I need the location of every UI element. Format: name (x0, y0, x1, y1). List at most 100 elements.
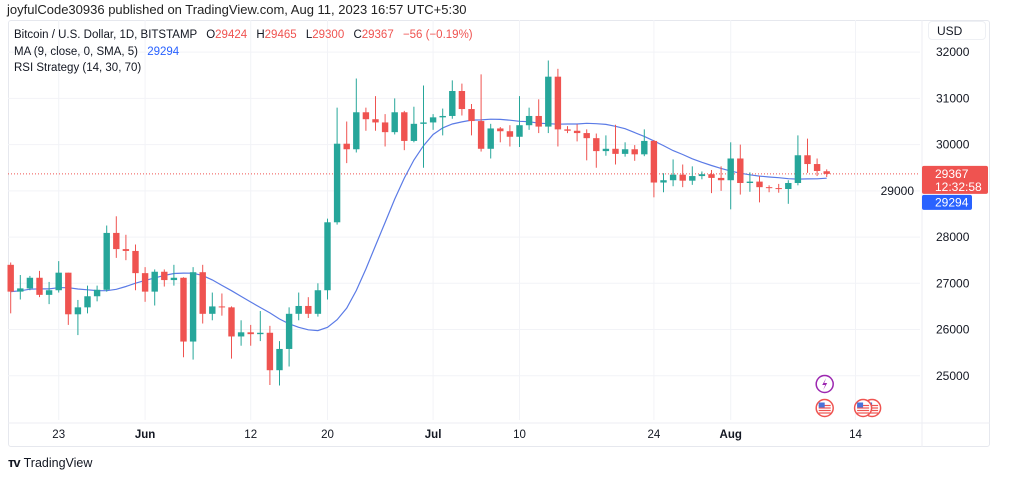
candle-body (804, 155, 811, 165)
candle-body (785, 182, 792, 190)
candle (209, 292, 216, 321)
symbol-title[interactable]: Bitcoin / U.S. Dollar, 1D, BITSTAMP (14, 29, 197, 41)
y-tick-label: 31000 (936, 91, 970, 105)
last-price-tag (922, 165, 988, 194)
candle-body (468, 109, 475, 122)
candle (199, 264, 206, 324)
candle (391, 98, 398, 135)
low-label: L (305, 29, 313, 41)
candle (228, 306, 235, 359)
low-value: 29300 (312, 29, 345, 41)
candle (7, 262, 14, 314)
candle-body (122, 249, 130, 251)
candle-body (189, 272, 197, 342)
candle-body (391, 112, 398, 133)
candle (487, 123, 494, 159)
candle (218, 293, 226, 316)
candle-body (477, 121, 485, 149)
candle (122, 234, 130, 261)
candle-body (765, 187, 773, 189)
candle-body (247, 332, 254, 335)
candle (727, 142, 734, 210)
candle (362, 107, 370, 131)
x-tick-label: 24 (648, 429, 661, 441)
candle-body (36, 277, 43, 295)
y-tick-label: 32000 (936, 45, 970, 59)
candle-body (525, 115, 533, 126)
candle (343, 121, 350, 164)
candle (660, 173, 667, 193)
candle-body (487, 128, 494, 149)
symbol-legend-row: Bitcoin / U.S. Dollar, 1D, BITSTAMP O 294… (14, 27, 473, 44)
candle-body (535, 115, 542, 127)
candle-body (602, 148, 610, 152)
candle-body (74, 307, 82, 315)
candle (93, 285, 101, 302)
x-tick-label: 12 (244, 429, 257, 441)
lightning-icon (815, 374, 834, 394)
candle-body (794, 155, 802, 183)
candle (564, 126, 571, 134)
candle (631, 145, 638, 161)
candle (823, 169, 830, 177)
last-price-value: 29367 (935, 167, 969, 181)
candle (305, 297, 312, 318)
currency-button[interactable]: USD (928, 21, 986, 40)
rsi-legend-row[interactable]: RSI Strategy (14, 30, 70) (14, 60, 473, 77)
flag-canton (818, 402, 825, 408)
candle-body (689, 176, 696, 181)
candle (410, 106, 418, 143)
candle-body (660, 180, 667, 183)
tradingview-footer[interactable]: ᴛᴠ TradingView (8, 455, 92, 470)
candle (65, 272, 72, 325)
candle-body (285, 313, 293, 349)
candle (84, 285, 91, 314)
candle (516, 96, 523, 147)
candle-body (170, 277, 178, 281)
candle-body (679, 174, 686, 181)
candle-body (237, 332, 245, 337)
candle-body (141, 273, 149, 292)
candle (17, 274, 24, 300)
candle-body (775, 188, 782, 190)
candle-body (420, 122, 427, 124)
candle (324, 218, 331, 300)
candle (497, 127, 504, 143)
candle-body (708, 174, 715, 178)
candle (506, 125, 514, 147)
candle (525, 107, 533, 130)
candle-body (314, 290, 322, 314)
high-label: H (256, 29, 265, 41)
ma-legend-row[interactable]: MA (9, close, 0, SMA, 5) 29294 (14, 44, 473, 61)
candle-body (45, 290, 53, 295)
candle-body (343, 143, 350, 150)
candle-body (756, 181, 763, 188)
footer-brand: TradingView (23, 455, 93, 470)
candle (381, 114, 389, 147)
high-value: 29465 (264, 29, 297, 41)
candle-body (7, 264, 14, 292)
candle (132, 244, 139, 291)
us-flag-icon (853, 398, 873, 418)
candle-body (410, 123, 418, 141)
candle-body (228, 307, 235, 337)
candle (285, 307, 293, 367)
candle-body (698, 174, 706, 177)
candle-body (631, 149, 638, 155)
candle-body (55, 272, 62, 291)
candle-body (593, 138, 600, 152)
candle-body (26, 277, 34, 289)
rsi-label: RSI Strategy (14, 30, 70) (14, 62, 142, 74)
candle (113, 216, 120, 258)
chart-frame (8, 20, 990, 447)
candle (583, 129, 590, 161)
ma-price-tag (922, 194, 972, 210)
candle-body (717, 177, 725, 181)
candle-body (429, 117, 437, 123)
open-label: O (206, 29, 216, 41)
candle (276, 341, 283, 386)
candle-body (612, 148, 619, 154)
candle (535, 99, 542, 134)
candle (717, 166, 725, 191)
